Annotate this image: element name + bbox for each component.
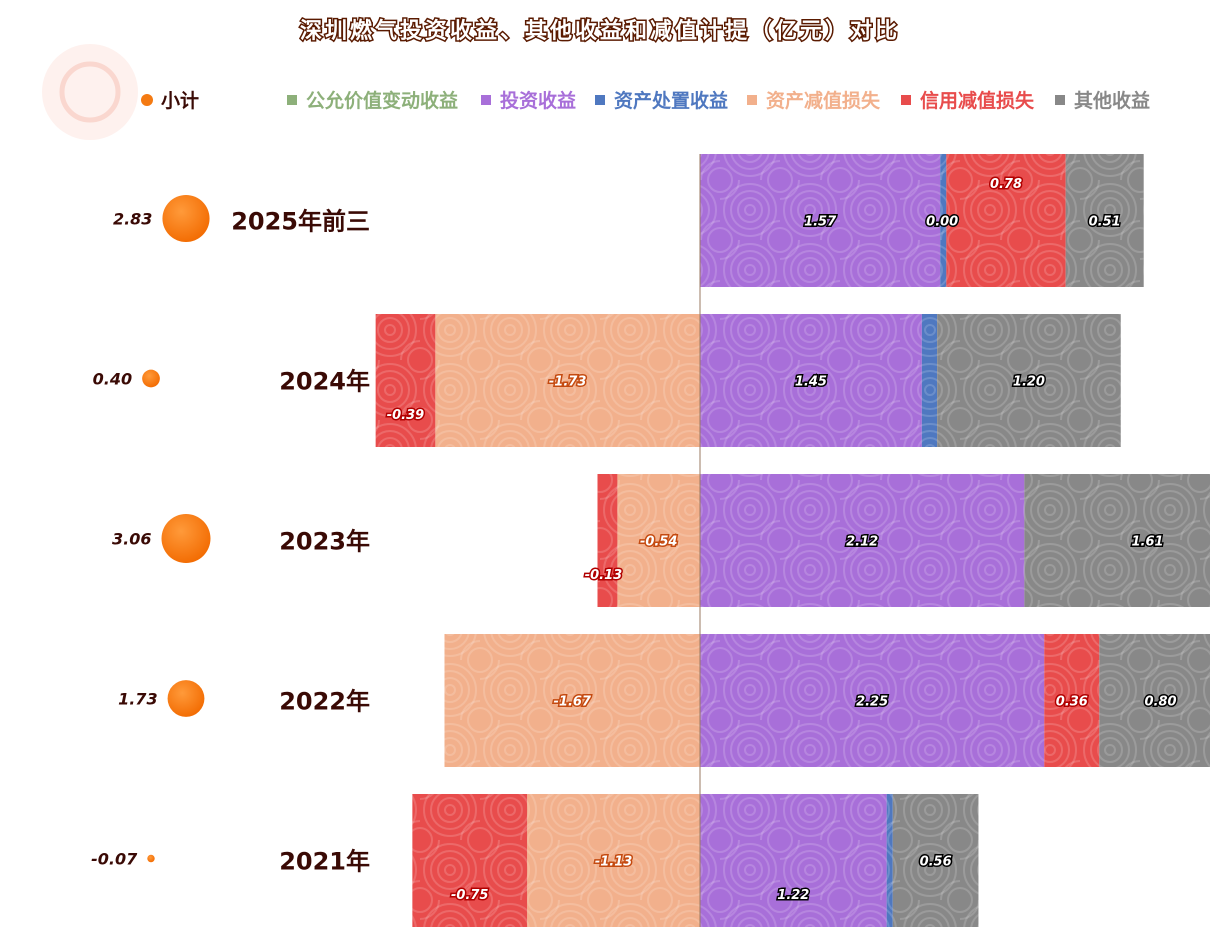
legend-label: 资产减值损失: [766, 89, 881, 112]
bar-texture: [527, 794, 700, 927]
subtotal-label: 2.83: [113, 210, 152, 229]
legend-item: 资产减值损失: [747, 89, 881, 112]
data-label: 0.36: [1056, 695, 1088, 710]
bar-texture: [1044, 634, 1100, 767]
subtotal-label: 0.40: [93, 370, 132, 389]
subtotal-label: 3.06: [112, 530, 151, 549]
data-label: -0.13: [585, 568, 622, 583]
bar-texture: [886, 794, 893, 927]
bar-texture: [921, 314, 938, 447]
subtotal-bubble: [162, 194, 210, 243]
legend: 小计 公允价值变动收益 投资收益 资产处置收益 资产减值损失 信用减值损失 其他收益: [141, 89, 1150, 112]
data-label: 1.57: [804, 215, 837, 230]
legend-label: 信用减值损失: [920, 89, 1035, 112]
bar-texture: [700, 474, 1025, 607]
category-label: 2024年: [279, 368, 370, 396]
category-label: 2023年: [279, 528, 370, 556]
legend-marker: [901, 95, 911, 105]
subtotal-bubble: [147, 854, 155, 863]
subtotal-label: -0.07: [91, 850, 138, 869]
subtotal-bubble: [167, 680, 205, 717]
data-label: -1.67: [554, 695, 592, 710]
data-label: 0.80: [1144, 695, 1176, 710]
legend-item: 投资收益: [481, 89, 576, 112]
data-label: -1.13: [595, 855, 632, 870]
bar-texture: [892, 794, 979, 927]
data-label: -0.39: [387, 408, 424, 423]
data-label: -1.73: [549, 375, 586, 390]
data-label: 1.61: [1131, 535, 1163, 550]
category-label: 2025年前三: [231, 208, 370, 236]
legend-label: 投资收益: [500, 89, 576, 112]
data-label: 1.45: [795, 375, 827, 390]
data-label: 0.56: [920, 855, 952, 870]
data-label: 1.20: [1013, 375, 1045, 390]
bar-texture: [1024, 474, 1210, 607]
subtotal-bubble: [161, 514, 211, 563]
data-label: 2.25: [856, 695, 888, 710]
bar-texture: [597, 474, 618, 607]
category-label: 2022年: [279, 688, 370, 716]
data-label: -0.75: [451, 888, 488, 903]
data-label: -0.54: [640, 535, 677, 550]
legend-item: 公允价值变动收益: [287, 89, 458, 112]
legend-label: 小计: [161, 90, 199, 112]
bar-texture: [617, 474, 700, 607]
legend-marker: [287, 95, 297, 105]
bar-texture: [375, 314, 436, 447]
subtotal-bubbles: 2.83 0.40 3.06 1.73 -0.07: [91, 194, 211, 869]
bar-texture: [444, 634, 700, 767]
legend-marker: [141, 94, 153, 106]
data-label: 0.51: [1089, 215, 1121, 230]
data-label: 2.12: [846, 535, 878, 550]
data-label: 1.22: [777, 888, 809, 903]
bar-texture: [940, 154, 947, 287]
bar-texture: [700, 794, 887, 927]
bar-texture: [1099, 634, 1210, 767]
bar-texture: [412, 794, 528, 927]
legend-marker: [747, 95, 757, 105]
bars: [375, 154, 1210, 927]
bar-texture: [1065, 154, 1144, 287]
legend-item: 其他收益: [1055, 89, 1150, 112]
bar-texture: [700, 634, 1045, 767]
chart-title: 深圳燃气投资收益、其他收益和减值计提（亿元）对比: [300, 18, 900, 44]
legend-item: 小计: [141, 90, 199, 112]
legend-label: 公允价值变动收益: [306, 89, 458, 112]
bar-texture: [700, 314, 922, 447]
legend-label: 资产处置收益: [614, 89, 728, 112]
legend-label: 其他收益: [1074, 89, 1150, 112]
subtotal-bubble: [142, 369, 160, 388]
bar-texture: [937, 314, 1121, 447]
legend-marker: [481, 95, 491, 105]
data-label: 0.78: [990, 177, 1022, 192]
legend-marker: [595, 95, 605, 105]
bar-texture: [946, 154, 1066, 287]
subtotal-label: 1.73: [118, 690, 157, 709]
legend-marker: [1055, 95, 1065, 105]
bar-texture: [700, 154, 941, 287]
watermark-logo: [42, 44, 138, 140]
bar-texture: [435, 314, 700, 447]
value-labels: 0.00 1.57 0.78 0.51 1.45 -1.73 -0.39 1.20 2.12 -0…: [385, 176, 1178, 905]
category-labels: 2025年前三 2024年 2023年 2022年 2021年: [231, 208, 370, 876]
legend-item: 资产处置收益: [595, 89, 728, 112]
legend-item: 信用减值损失: [901, 89, 1035, 112]
category-label: 2021年: [279, 848, 370, 876]
data-label: 0.00: [926, 215, 958, 230]
